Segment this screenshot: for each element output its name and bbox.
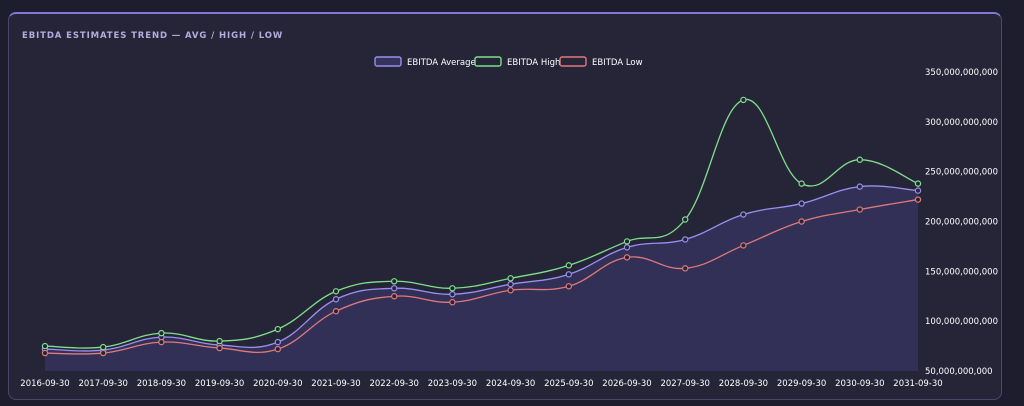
ebitda-low-point[interactable] xyxy=(99,349,107,357)
ebitda-average-point[interactable] xyxy=(391,285,398,292)
ebitda-average-point[interactable] xyxy=(798,200,805,207)
chart-title: EBITDA ESTIMATES TREND — AVG / HIGH / LO… xyxy=(22,31,284,41)
y-tick-label: 50,000,000,000 xyxy=(925,367,993,377)
ebitda-average-point[interactable] xyxy=(914,187,922,194)
ebitda-low-point[interactable] xyxy=(391,293,398,300)
x-tick-label: 2016-09-30 xyxy=(20,379,69,389)
ebitda-high-point[interactable] xyxy=(41,342,49,350)
y-tick-label: 100,000,000,000 xyxy=(925,317,998,327)
ebitda-high-point[interactable] xyxy=(565,262,573,269)
ebitda-average-point[interactable] xyxy=(507,281,514,288)
ebitda-average-legend-label[interactable]: EBITDA Average xyxy=(407,58,476,68)
ebitda-high-line xyxy=(44,99,919,349)
y-tick-label: 250,000,000,000 xyxy=(925,168,998,178)
ebitda-average-line xyxy=(44,185,919,352)
ebitda-low-point[interactable] xyxy=(41,349,49,357)
ebitda-low-point[interactable] xyxy=(449,299,456,306)
ebitda-high-point[interactable] xyxy=(798,180,805,187)
ebitda-low-point[interactable] xyxy=(274,345,281,353)
x-tick-label: 2031-09-30 xyxy=(893,379,942,389)
ebitda-low-point[interactable] xyxy=(798,218,805,225)
ebitda-average-point[interactable] xyxy=(449,291,456,298)
ebitda-high-point[interactable] xyxy=(158,329,165,337)
x-tick-label: 2029-09-30 xyxy=(777,379,826,389)
x-tick-label: 2028-09-30 xyxy=(719,379,768,389)
ebitda-average-point[interactable] xyxy=(565,271,573,278)
ebitda-high-point[interactable] xyxy=(914,180,922,187)
ebitda-high-point[interactable] xyxy=(274,325,281,333)
average-area-fill xyxy=(45,185,918,371)
x-tick-label: 2024-09-30 xyxy=(486,379,535,389)
ebitda-high-point[interactable] xyxy=(99,343,107,351)
ebitda-low-point[interactable] xyxy=(216,344,223,352)
ebitda-average-point[interactable] xyxy=(856,183,864,190)
y-tick-label: 150,000,000,000 xyxy=(925,267,998,277)
x-tick-label: 2020-09-30 xyxy=(253,379,302,389)
ebitda-high-point[interactable] xyxy=(216,337,223,345)
ebitda-low-point[interactable] xyxy=(565,283,573,290)
x-tick-label: 2018-09-30 xyxy=(137,379,186,389)
ebitda-low-point[interactable] xyxy=(914,196,922,203)
ebitda-low-point[interactable] xyxy=(740,242,747,249)
ebitda-low-legend-label[interactable]: EBITDA Low xyxy=(592,58,643,68)
x-tick-label: 2017-09-30 xyxy=(78,379,127,389)
ebitda-average-point[interactable] xyxy=(740,211,747,218)
ebitda-high-point[interactable] xyxy=(740,96,747,104)
ebitda-low-point[interactable] xyxy=(158,338,165,346)
x-tick-label: 2023-09-30 xyxy=(428,379,477,389)
ebitda-high-point[interactable] xyxy=(332,288,340,295)
ebitda-high-legend-label[interactable]: EBITDA High xyxy=(507,58,560,68)
ebitda-high-point[interactable] xyxy=(682,216,689,223)
ebitda-average-point[interactable] xyxy=(332,296,340,303)
y-tick-label: 300,000,000,000 xyxy=(925,118,998,128)
ebitda-low-point[interactable] xyxy=(682,265,689,272)
ebitda-high-point[interactable] xyxy=(623,238,631,245)
ebitda-low-point[interactable] xyxy=(623,254,631,261)
x-tick-label: 2022-09-30 xyxy=(369,379,418,389)
ebitda-average-point[interactable] xyxy=(682,236,689,243)
ebitda-high-point[interactable] xyxy=(507,275,514,282)
y-tick-label: 350,000,000,000 xyxy=(925,68,998,78)
x-tick-label: 2027-09-30 xyxy=(660,379,709,389)
ebitda-high-legend-swatch[interactable] xyxy=(474,56,502,67)
ebitda-low-line xyxy=(44,198,919,355)
ebitda-average-legend-swatch[interactable] xyxy=(374,56,402,67)
ebitda-low-point[interactable] xyxy=(856,206,864,213)
ebitda-high-point[interactable] xyxy=(449,285,456,292)
y-tick-label: 200,000,000,000 xyxy=(925,218,998,228)
x-tick-label: 2021-09-30 xyxy=(311,379,360,389)
ebitda-high-point[interactable] xyxy=(856,156,864,163)
ebitda-low-legend-swatch[interactable] xyxy=(559,56,587,67)
ebitda-low-point[interactable] xyxy=(507,287,514,294)
ebitda-high-point[interactable] xyxy=(391,278,398,285)
x-tick-label: 2026-09-30 xyxy=(602,379,651,389)
ebitda-low-point[interactable] xyxy=(332,308,340,315)
x-tick-label: 2019-09-30 xyxy=(195,379,244,389)
ebitda-average-point[interactable] xyxy=(623,244,631,251)
ebitda-average-point[interactable] xyxy=(274,338,281,346)
x-tick-label: 2030-09-30 xyxy=(835,379,884,389)
x-tick-label: 2025-09-30 xyxy=(544,379,593,389)
